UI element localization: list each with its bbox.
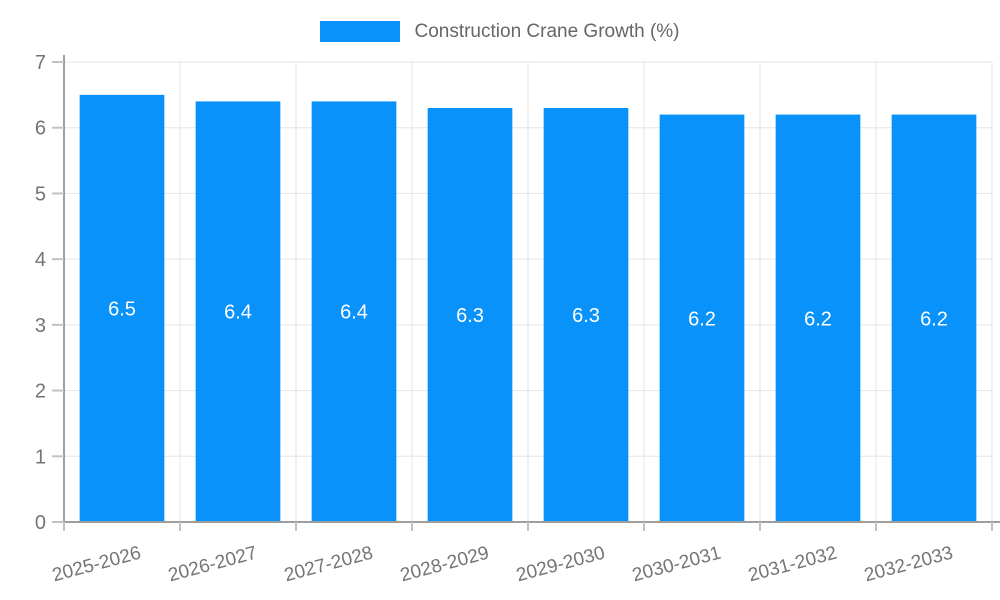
x-tick-label: 2029-2030 bbox=[514, 543, 607, 587]
bar-value-label: 6.2 bbox=[804, 308, 832, 330]
y-tick-label: 5 bbox=[35, 183, 46, 205]
bar-value-label: 6.4 bbox=[224, 302, 252, 324]
legend-label: Construction Crane Growth (%) bbox=[414, 20, 680, 42]
bar bbox=[891, 114, 977, 523]
bar-value-label: 6.3 bbox=[456, 305, 484, 327]
y-tick-label: 3 bbox=[35, 315, 46, 337]
bar-value-label: 6.5 bbox=[108, 298, 136, 320]
bar-value-label: 6.2 bbox=[920, 308, 948, 330]
bar bbox=[195, 101, 281, 522]
y-tick-label: 4 bbox=[35, 249, 46, 271]
bar-chart: 6.5 6.4 6.4 6.3 6.3 6.2 6.2 6.2 0 1 2 3 4 5 6 7 2025-202… bbox=[35, 55, 1000, 587]
x-tick-label: 2031-2032 bbox=[746, 543, 839, 587]
y-tick-label: 2 bbox=[35, 381, 46, 403]
y-tick-label: 7 bbox=[35, 55, 46, 74]
legend-swatch bbox=[320, 21, 401, 42]
x-tick-label: 2032-2033 bbox=[862, 543, 955, 587]
bar bbox=[775, 114, 861, 523]
bar bbox=[427, 108, 513, 522]
bar bbox=[543, 108, 629, 522]
x-tick-label: 2026-2027 bbox=[166, 543, 259, 587]
bar bbox=[659, 114, 745, 523]
y-tick-label: 6 bbox=[35, 118, 46, 140]
x-tick-label: 2028-2029 bbox=[398, 543, 491, 587]
y-tick-label: 0 bbox=[35, 512, 46, 534]
bar bbox=[79, 94, 165, 522]
x-tick-label: 2025-2026 bbox=[50, 543, 143, 587]
bar bbox=[311, 101, 397, 522]
x-tick-label: 2027-2028 bbox=[282, 543, 375, 587]
bar-value-label: 6.2 bbox=[688, 308, 716, 330]
x-tick-label: 2030-2031 bbox=[630, 543, 723, 587]
chart-legend[interactable]: Construction Crane Growth (%) bbox=[0, 0, 1000, 55]
bar-value-label: 6.4 bbox=[340, 302, 368, 324]
bar-value-label: 6.3 bbox=[572, 305, 600, 327]
y-tick-label: 1 bbox=[35, 446, 46, 468]
